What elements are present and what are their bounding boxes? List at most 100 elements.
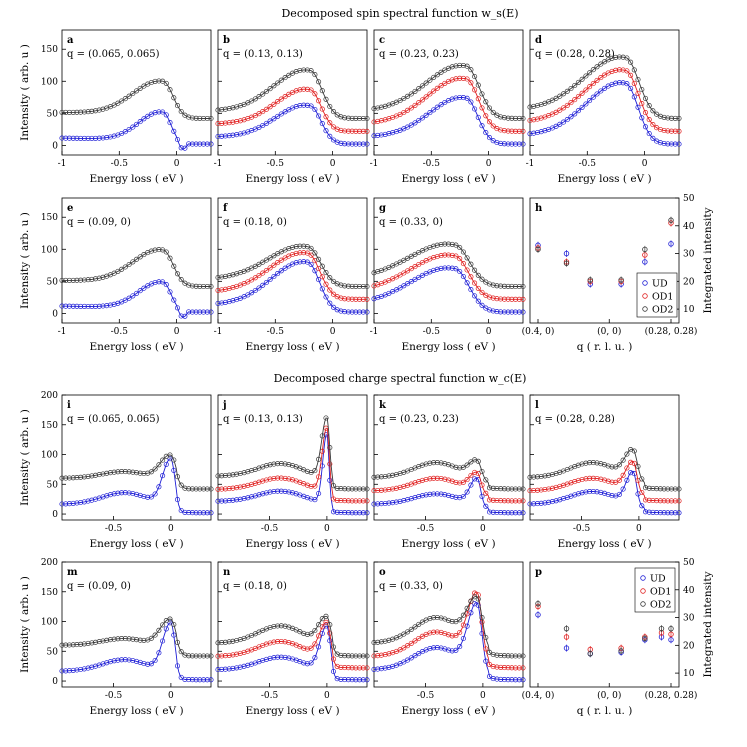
data-point-OD2	[100, 471, 106, 477]
data-point-OD1	[486, 294, 493, 300]
data-point-UD	[92, 303, 99, 309]
data-point-OD1	[472, 280, 478, 286]
data-point-OD2	[353, 486, 359, 492]
data-point-UD	[494, 509, 500, 516]
data-point-OD2	[618, 277, 624, 283]
data-point-UD	[215, 300, 221, 306]
data-point-UD	[141, 116, 147, 122]
y-tick-label: 0	[52, 677, 58, 687]
data-point-OD2	[527, 474, 533, 480]
data-point-UD	[160, 473, 166, 479]
data-point-UD	[527, 131, 533, 137]
panel-letter: g	[379, 203, 386, 214]
data-point-OD2	[378, 639, 384, 645]
data-point-OD2	[553, 95, 559, 101]
series-line-OD2	[62, 249, 211, 287]
data-point-OD1	[531, 487, 537, 494]
data-point-OD1	[538, 487, 544, 493]
x-axis-label: Energy loss ( eV )	[89, 705, 183, 717]
data-point-UD	[256, 285, 262, 291]
data-point-UD	[182, 313, 188, 319]
series-line-UD	[373, 602, 523, 681]
data-point-UD	[104, 660, 110, 666]
data-point-OD1	[327, 630, 333, 636]
data-point-OD2	[81, 641, 87, 647]
data-point-UD	[160, 279, 166, 285]
data-point-UD	[594, 91, 600, 97]
data-point-OD2	[564, 88, 570, 94]
data-point-OD1	[334, 663, 340, 669]
data-point-OD2	[475, 458, 481, 464]
data-point-UD	[520, 510, 526, 516]
data-point-OD2	[241, 470, 247, 476]
data-point-UD	[483, 130, 489, 136]
data-point-OD1	[349, 128, 355, 134]
data-point-OD1	[342, 128, 348, 134]
data-point-UD	[479, 302, 485, 308]
data-point-OD1	[445, 252, 452, 258]
data-point-OD2	[81, 277, 87, 283]
data-point-OD2	[587, 277, 593, 283]
data-point-UD	[215, 133, 221, 140]
data-point-UD	[601, 85, 608, 91]
panel-p: (0.4, 0) (0, 0) (0.28, 0.28)1020304050Inte…	[522, 558, 714, 717]
data-point-UD	[263, 120, 269, 126]
data-point-UD	[382, 131, 388, 137]
data-point-UD	[498, 676, 504, 682]
data-point-UD	[371, 501, 377, 507]
data-point-OD2	[182, 485, 188, 491]
data-point-OD2	[401, 95, 407, 102]
data-point-OD2	[171, 457, 177, 463]
data-point-OD2	[89, 473, 95, 479]
data-point-OD1	[382, 652, 388, 658]
data-point-OD2	[204, 283, 210, 290]
data-point-OD2	[434, 72, 440, 78]
data-point-UD	[468, 482, 474, 488]
data-point-OD2	[330, 483, 337, 489]
data-point-OD1	[512, 498, 519, 504]
legend-box	[634, 567, 676, 613]
data-point-OD1	[312, 641, 318, 647]
data-point-OD1	[445, 632, 452, 638]
data-point-OD2	[438, 241, 444, 248]
data-point-OD2	[479, 615, 485, 621]
data-point-UD	[234, 132, 240, 138]
data-point-UD	[464, 95, 470, 101]
data-point-OD2	[74, 109, 80, 115]
data-point-UD	[364, 309, 370, 315]
data-point-UD	[442, 265, 448, 271]
data-point-UD	[115, 490, 121, 496]
data-point-OD1	[494, 296, 500, 302]
data-point-UD	[479, 123, 485, 129]
data-point-OD2	[152, 247, 158, 253]
data-point-UD	[386, 500, 392, 506]
data-point-UD	[616, 80, 622, 86]
data-point-OD2	[479, 468, 485, 475]
data-point-OD1	[657, 126, 663, 133]
data-point-OD2	[538, 101, 544, 108]
data-point-UD	[560, 119, 567, 125]
data-point-OD1	[479, 105, 485, 111]
panel-letter: b	[223, 35, 230, 46]
data-point-OD2	[152, 632, 158, 638]
data-point-UD	[275, 488, 281, 494]
data-point-OD2	[356, 283, 363, 290]
data-point-UD	[390, 500, 396, 506]
data-point-OD2	[419, 462, 425, 468]
data-point-UD	[486, 673, 493, 679]
data-point-UD	[81, 135, 87, 141]
series-line-UD	[529, 82, 679, 145]
y-tick-label: 50	[47, 109, 59, 119]
data-point-OD2	[230, 472, 236, 478]
data-point-OD1	[445, 477, 452, 483]
data-point-OD2	[498, 486, 504, 492]
data-point-OD1	[494, 497, 500, 504]
data-point-OD1	[438, 83, 444, 89]
data-point-OD2	[230, 105, 236, 111]
data-point-UD	[501, 677, 507, 683]
data-point-UD	[193, 309, 199, 315]
data-point-OD1	[286, 476, 292, 482]
data-point-OD1	[222, 120, 228, 126]
y-tick-label: 100	[41, 245, 58, 255]
data-point-OD1	[378, 118, 384, 124]
